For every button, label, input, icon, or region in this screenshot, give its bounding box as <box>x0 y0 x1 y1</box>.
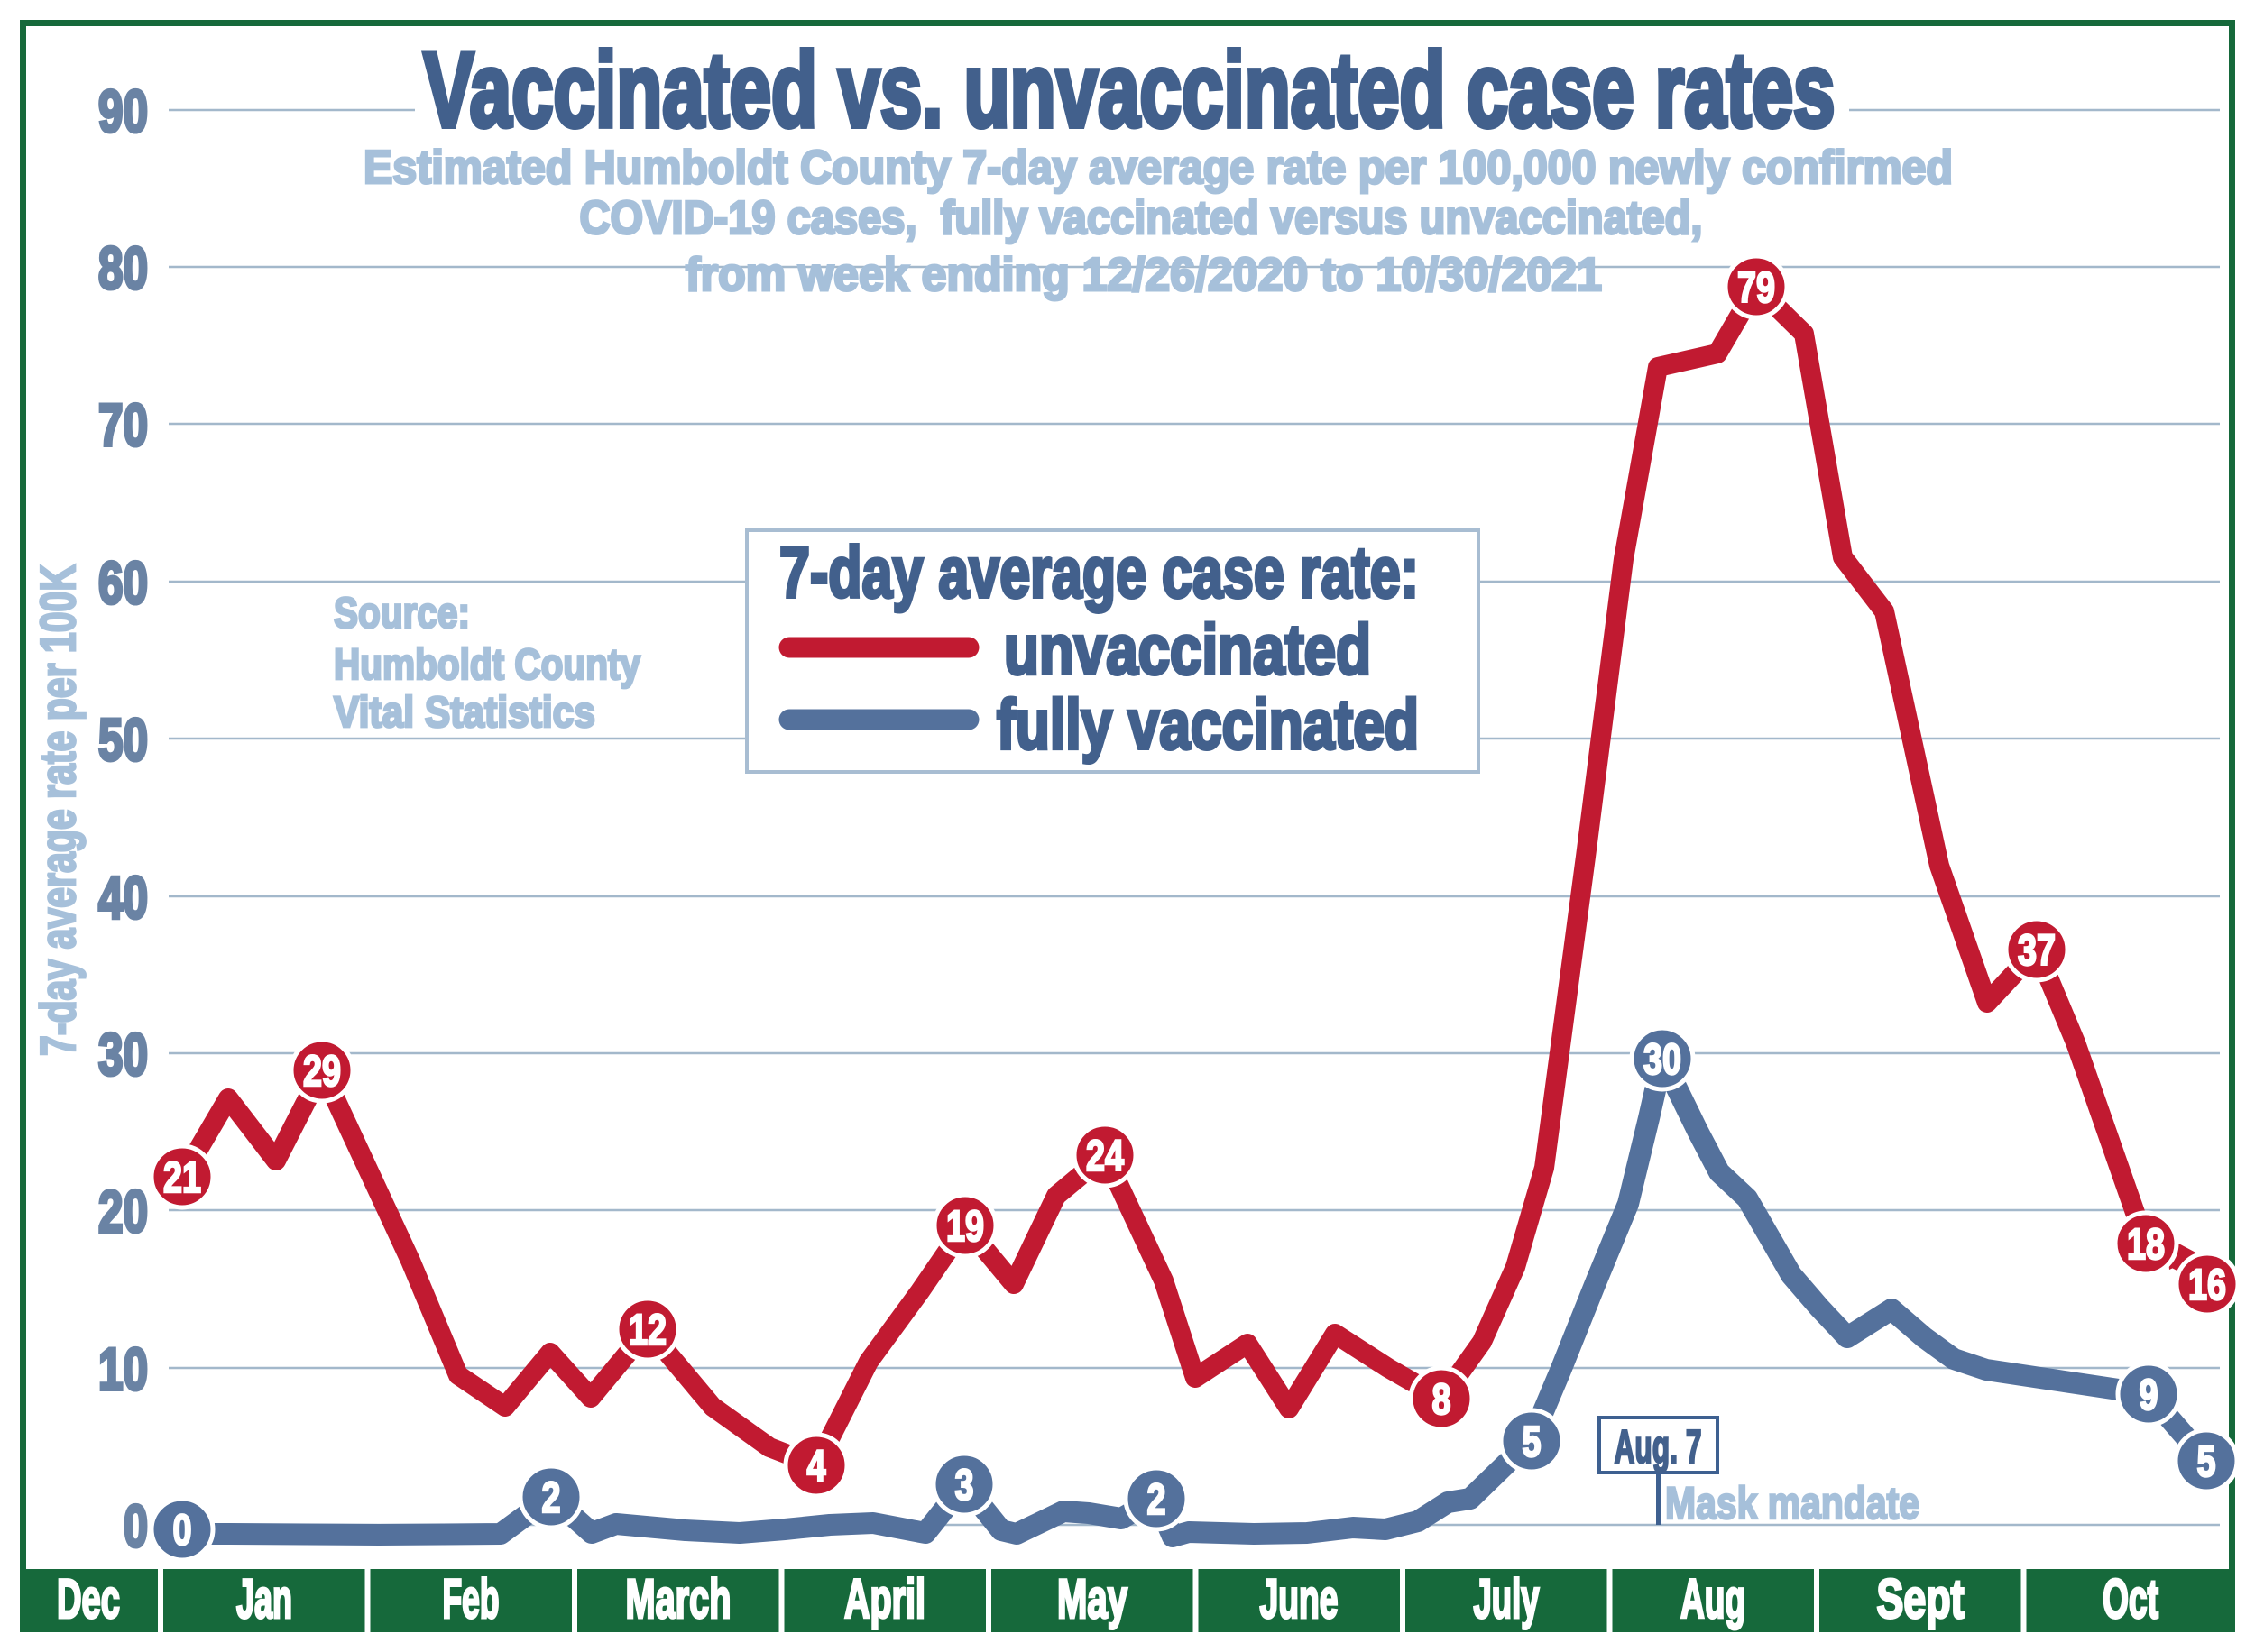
svg-text:3: 3 <box>955 1462 974 1510</box>
svg-text:Aug: Aug <box>1680 1568 1745 1629</box>
svg-text:unvaccinated: unvaccinated <box>1004 610 1371 689</box>
svg-text:7-day average case rate:: 7-day average case rate: <box>779 532 1419 612</box>
svg-text:0: 0 <box>124 1492 148 1559</box>
svg-text:7-day average rate per 100K: 7-day average rate per 100K <box>30 564 86 1056</box>
svg-text:16: 16 <box>2188 1262 2226 1309</box>
svg-text:Estimated Humboldt County 7-da: Estimated Humboldt County 7-day average … <box>364 142 1953 194</box>
svg-text:90: 90 <box>98 78 148 144</box>
svg-text:37: 37 <box>2018 927 2056 975</box>
svg-text:5: 5 <box>1523 1418 1542 1466</box>
svg-text:50: 50 <box>98 706 148 773</box>
svg-text:Aug. 7: Aug. 7 <box>1615 1421 1702 1473</box>
svg-text:5: 5 <box>2197 1438 2216 1486</box>
svg-text:29: 29 <box>303 1048 341 1096</box>
svg-text:30: 30 <box>1643 1036 1681 1084</box>
svg-text:80: 80 <box>98 234 148 301</box>
svg-text:9: 9 <box>2140 1372 2158 1419</box>
svg-text:20: 20 <box>98 1178 148 1244</box>
svg-text:Sept: Sept <box>1877 1568 1965 1629</box>
svg-text:40: 40 <box>98 864 148 931</box>
svg-text:12: 12 <box>629 1307 667 1354</box>
svg-text:Humboldt County: Humboldt County <box>334 641 640 689</box>
svg-text:Mask mandate: Mask mandate <box>1665 1478 1919 1528</box>
svg-text:10: 10 <box>98 1335 148 1402</box>
svg-text:COVID-19 cases, fully vaccina: COVID-19 cases, fully vaccinated versus … <box>580 192 1703 244</box>
svg-text:2: 2 <box>542 1474 561 1522</box>
svg-text:30: 30 <box>98 1021 148 1088</box>
svg-text:4: 4 <box>807 1443 826 1491</box>
svg-text:from week ending 12/26/2020 to: from week ending 12/26/2020 to 10/30/202… <box>686 249 1602 301</box>
svg-text:March: March <box>626 1568 732 1629</box>
svg-text:April: April <box>844 1568 925 1629</box>
svg-text:Oct: Oct <box>2103 1568 2158 1629</box>
svg-text:July: July <box>1474 1568 1540 1629</box>
svg-text:60: 60 <box>98 549 148 616</box>
svg-text:May: May <box>1057 1568 1128 1629</box>
svg-text:Vaccinated vs. unvaccinated ca: Vaccinated vs. unvaccinated case rates <box>424 31 1836 149</box>
svg-text:18: 18 <box>2127 1221 2165 1269</box>
svg-text:Vital Statistics: Vital Statistics <box>334 689 595 737</box>
svg-text:70: 70 <box>98 391 148 458</box>
svg-text:8: 8 <box>1432 1376 1451 1424</box>
svg-text:Jan: Jan <box>236 1568 292 1629</box>
svg-text:24: 24 <box>1086 1133 1124 1180</box>
svg-text:fully vaccinated: fully vaccinated <box>997 684 1419 764</box>
svg-text:Source:: Source: <box>334 590 470 638</box>
svg-text:19: 19 <box>946 1203 984 1251</box>
svg-text:79: 79 <box>1737 264 1775 312</box>
svg-text:0: 0 <box>173 1507 192 1555</box>
svg-text:2: 2 <box>1147 1476 1166 1524</box>
svg-text:Feb: Feb <box>443 1568 500 1629</box>
svg-text:June: June <box>1260 1568 1339 1629</box>
svg-text:21: 21 <box>163 1154 201 1202</box>
svg-text:Dec: Dec <box>57 1568 120 1629</box>
